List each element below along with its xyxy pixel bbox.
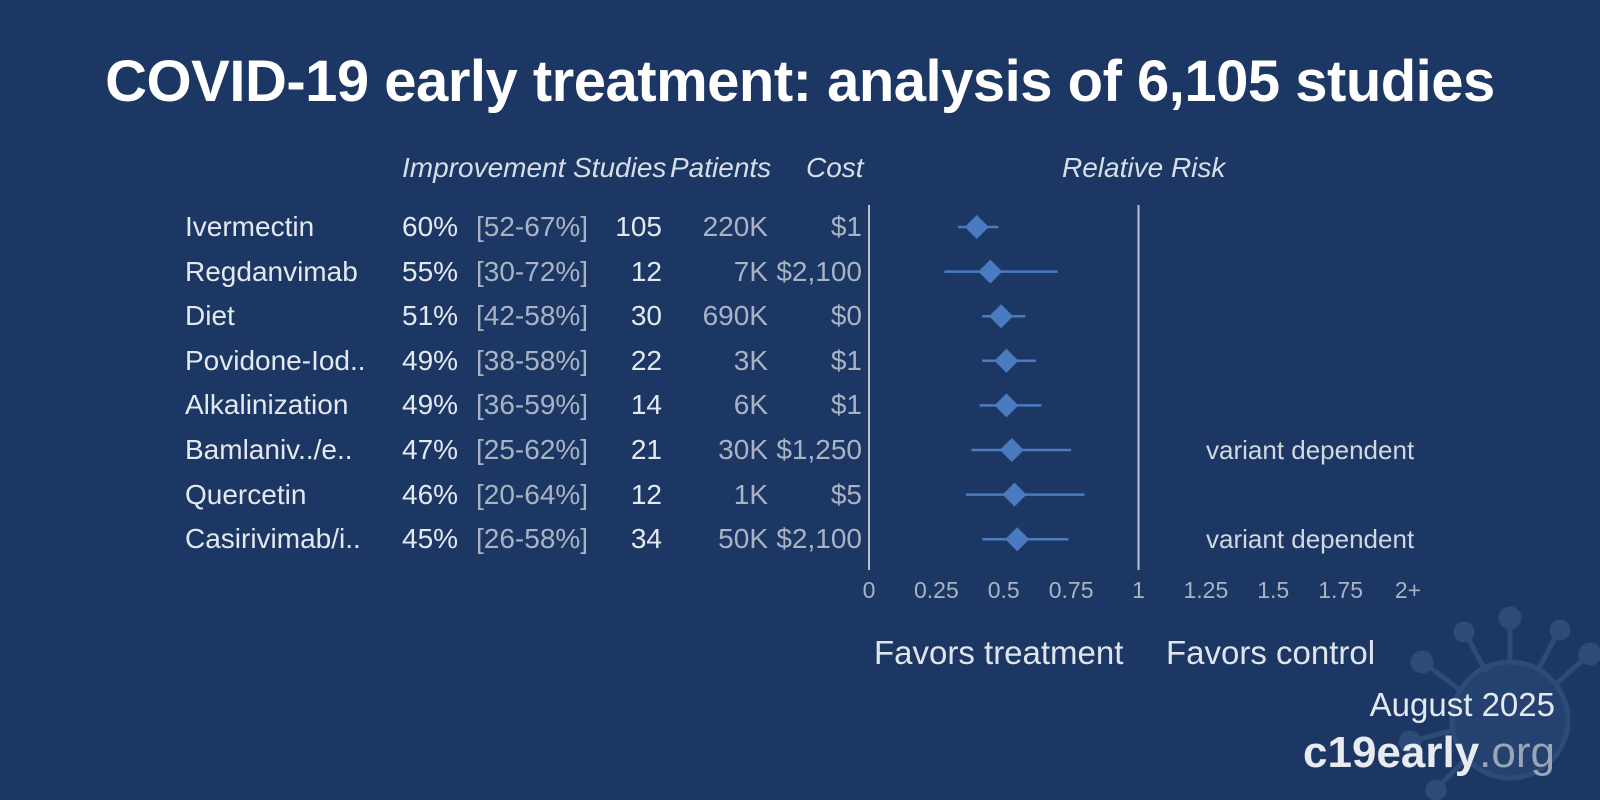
cost-value: $5 bbox=[830, 478, 862, 510]
confidence-interval: [38-58%] bbox=[476, 344, 589, 376]
treatment-name: Diet bbox=[185, 300, 235, 332]
improvement-value: 60% bbox=[402, 211, 459, 242]
studies-count: 12 bbox=[630, 478, 662, 510]
rr-marker bbox=[1002, 482, 1027, 507]
studies-count: 22 bbox=[630, 344, 662, 376]
brand-main: c19early bbox=[1303, 728, 1480, 777]
improvement-value: 47% bbox=[402, 434, 459, 465]
header-improvement: Improvement bbox=[402, 152, 566, 183]
x-tick-label: 1 bbox=[1132, 577, 1145, 603]
x-tick-label: 0.25 bbox=[914, 577, 959, 603]
brand-logo[interactable]: c19early.org bbox=[1303, 728, 1555, 778]
patients-count: 6K bbox=[733, 389, 768, 421]
studies-count: 14 bbox=[630, 389, 662, 421]
treatment-name: Povidone-Iod.. bbox=[185, 344, 366, 376]
header-patients: Patients bbox=[670, 152, 772, 183]
improvement-value: 49% bbox=[402, 389, 459, 421]
confidence-interval: [36-59%] bbox=[476, 389, 589, 421]
rr-marker bbox=[994, 393, 1019, 418]
improvement-value: 55% bbox=[402, 255, 459, 287]
rr-marker bbox=[994, 348, 1019, 373]
table-row: Diet 51% [42-58%] 30 690K $0 bbox=[0, 294, 1600, 338]
patients-count: 690K bbox=[702, 300, 768, 332]
confidence-interval: [20-64%] bbox=[476, 478, 589, 510]
patients-count: 1K bbox=[733, 478, 768, 510]
treatment-name: Casirivimab/i.. bbox=[185, 523, 361, 555]
x-tick-label: 2+ bbox=[1395, 577, 1421, 603]
improvement-value: 46% bbox=[402, 478, 459, 510]
rr-marker bbox=[989, 304, 1014, 329]
cost-value: $1 bbox=[830, 389, 862, 421]
table-row: Regdanvimab 55% [30-72%] 12 7K $2,100 bbox=[0, 250, 1600, 294]
x-tick-label: 0.5 bbox=[988, 577, 1020, 603]
confidence-interval: [25-62%] bbox=[476, 434, 589, 465]
rr-marker bbox=[1005, 527, 1030, 552]
cost-value: $1 bbox=[830, 211, 862, 242]
confidence-interval: [42-58%] bbox=[476, 300, 589, 332]
table-row: Alkalinization 49% [36-59%] 14 6K $1 bbox=[0, 383, 1600, 427]
cost-value: $1,250 bbox=[776, 434, 862, 465]
treatment-name: Bamlaniv../e.. bbox=[185, 434, 353, 465]
header-studies: Studies bbox=[573, 152, 667, 183]
x-tick-label: 1.5 bbox=[1257, 577, 1289, 603]
favors-treatment-label: Favors treatment bbox=[874, 634, 1124, 671]
patients-count: 50K bbox=[718, 523, 768, 555]
cost-value: $1 bbox=[830, 344, 862, 376]
rr-marker bbox=[978, 259, 1003, 284]
treatment-name: Regdanvimab bbox=[185, 255, 358, 287]
table-row: Casirivimab/i.. 45% [26-58%] 34 50K $2,100 var… bbox=[0, 517, 1600, 561]
cost-value: $2,100 bbox=[776, 523, 862, 555]
improvement-value: 51% bbox=[402, 300, 459, 332]
cost-value: $0 bbox=[830, 300, 862, 332]
treatment-name: Ivermectin bbox=[185, 211, 315, 242]
confidence-interval: [26-58%] bbox=[476, 523, 589, 555]
virus-icon bbox=[1398, 606, 1600, 800]
cost-value: $2,100 bbox=[776, 255, 862, 287]
studies-count: 12 bbox=[630, 255, 662, 287]
patients-count: 7K bbox=[733, 255, 768, 287]
improvement-value: 49% bbox=[402, 344, 459, 376]
variant-note: variant dependent bbox=[1206, 524, 1415, 555]
header-relative-risk: Relative Risk bbox=[1062, 152, 1226, 183]
x-tick-label: 1.75 bbox=[1318, 577, 1363, 603]
table-row: Povidone-Iod.. 49% [38-58%] 22 3K $1 bbox=[0, 339, 1600, 383]
rr-marker bbox=[964, 215, 989, 239]
patients-count: 3K bbox=[733, 344, 768, 376]
variant-note: variant dependent bbox=[1206, 435, 1415, 465]
rr-marker bbox=[999, 438, 1024, 462]
improvement-value: 45% bbox=[402, 523, 459, 555]
x-tick-label: 0 bbox=[863, 577, 876, 603]
report-date: August 2025 bbox=[1369, 686, 1555, 723]
table-row: Quercetin 46% [20-64%] 12 1K $5 bbox=[0, 473, 1600, 517]
x-tick-label: 0.75 bbox=[1049, 577, 1094, 603]
confidence-interval: [52-67%] bbox=[476, 211, 589, 242]
confidence-interval: [30-72%] bbox=[476, 255, 589, 287]
patients-count: 220K bbox=[702, 211, 768, 242]
studies-count: 105 bbox=[615, 211, 662, 242]
table-row: Ivermectin 60% [52-67%] 105 220K $1 bbox=[0, 205, 1600, 249]
studies-count: 21 bbox=[630, 434, 662, 465]
studies-count: 34 bbox=[630, 523, 662, 555]
studies-count: 30 bbox=[630, 300, 662, 332]
favors-control-label: Favors control bbox=[1166, 634, 1376, 671]
brand-tld: .org bbox=[1479, 728, 1555, 777]
treatment-name: Quercetin bbox=[185, 478, 307, 510]
patients-count: 30K bbox=[718, 434, 768, 465]
table-row: Bamlaniv../e.. 47% [25-62%] 21 30K $1,250 vari… bbox=[0, 428, 1600, 472]
x-tick-label: 1.25 bbox=[1183, 577, 1228, 603]
header-cost: Cost bbox=[806, 152, 864, 183]
treatment-name: Alkalinization bbox=[185, 389, 349, 421]
page-title: COVID-19 early treatment: analysis of 6,… bbox=[105, 49, 1495, 114]
